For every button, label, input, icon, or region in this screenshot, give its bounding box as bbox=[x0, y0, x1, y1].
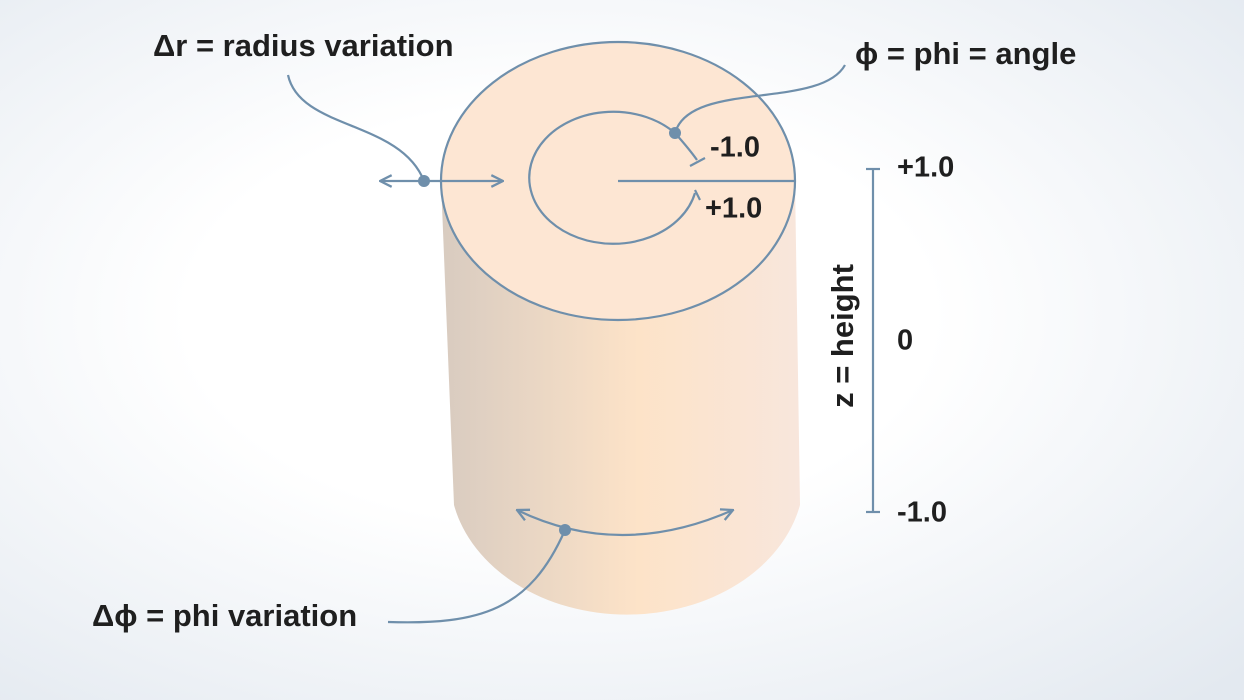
callout bbox=[286, 74, 426, 182]
dot bbox=[669, 127, 681, 139]
phi-start: -1.0 bbox=[710, 132, 760, 164]
height-title: z = height bbox=[825, 264, 860, 408]
height-top: +1.0 bbox=[897, 152, 954, 184]
height-middle: 0 bbox=[897, 325, 913, 357]
label: Δϕ = phi variation bbox=[92, 598, 357, 633]
dot bbox=[559, 524, 571, 536]
dot bbox=[418, 175, 430, 187]
callout bbox=[673, 64, 846, 134]
height-bottom: -1.0 bbox=[897, 497, 947, 529]
phi-end: +1.0 bbox=[705, 193, 762, 225]
callout bbox=[387, 529, 567, 624]
arc-tick bbox=[694, 189, 701, 201]
phi-arc bbox=[528, 110, 697, 245]
arc-tick bbox=[689, 157, 706, 167]
phi-variation-arrow bbox=[517, 510, 733, 537]
label: Δr = radius variation bbox=[153, 28, 454, 63]
label: ϕ = phi = angle bbox=[855, 36, 1076, 71]
